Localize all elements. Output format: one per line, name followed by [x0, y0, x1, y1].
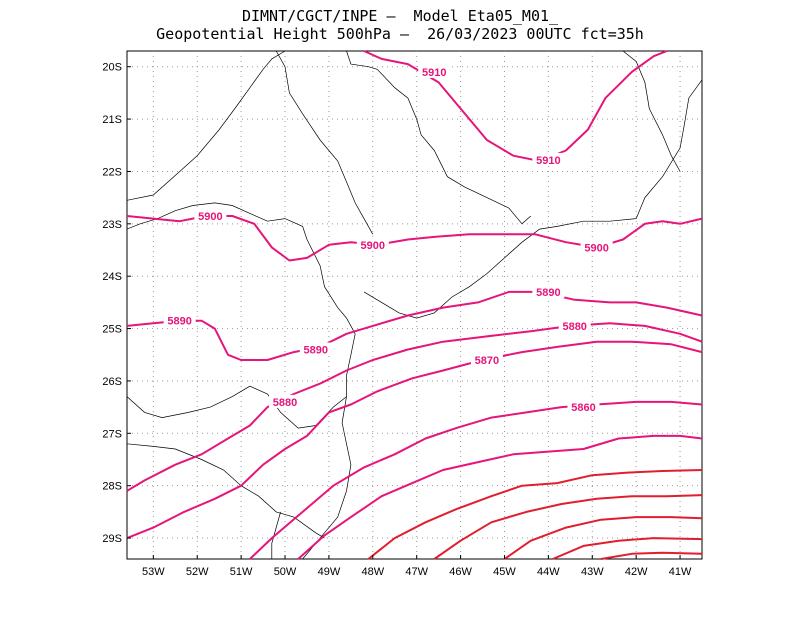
- contour-label-bg: [356, 237, 389, 251]
- contour-label: 5860: [571, 402, 595, 414]
- coastline-segment: [126, 443, 325, 539]
- contour-label: 5910: [422, 67, 446, 79]
- y-tick-label: 25S: [102, 324, 122, 336]
- x-tick-label: 51W: [230, 566, 253, 578]
- contour-label-bg: [163, 313, 196, 327]
- contour-label-bg: [269, 394, 302, 408]
- contour-line-5860: [249, 400, 703, 560]
- contour-label: 5900: [584, 242, 608, 254]
- x-tick-label: 53W: [142, 566, 165, 578]
- x-axis-ticks: 53W 52W 51W 50W 49W 48W 47W 46W 45W 44W 43W 42W 41W: [142, 555, 692, 578]
- contour-label: 5890: [303, 345, 327, 357]
- y-tick-label: 27S: [102, 428, 122, 440]
- contour-line-5890: [126, 290, 703, 361]
- y-axis-ticks: 20S 21S 22S 23S 24S 25S 26S 27S 28S 29S: [102, 62, 131, 545]
- contour-label-bg: [532, 152, 565, 166]
- contour-label: 5890: [536, 287, 560, 299]
- contour-label: 5880: [562, 321, 586, 333]
- x-tick-label: 43W: [581, 566, 604, 578]
- y-tick-label: 20S: [102, 62, 122, 74]
- contour-label-bg: [558, 318, 591, 332]
- y-tick-label: 21S: [102, 114, 122, 126]
- x-tick-label: 47W: [405, 566, 428, 578]
- coastline-segment: [275, 50, 374, 235]
- x-tick-label: 41W: [669, 566, 692, 578]
- contour-label: 5880: [273, 397, 297, 409]
- contour-label: 5900: [361, 240, 385, 252]
- grid-lines: [127, 51, 702, 559]
- x-tick-label: 52W: [186, 566, 209, 578]
- contour-label: 5870: [475, 355, 499, 367]
- contour-line-5830: [433, 494, 703, 560]
- y-tick-label: 26S: [102, 376, 122, 388]
- contour-label: 5900: [198, 211, 222, 223]
- x-tick-label: 42W: [625, 566, 648, 578]
- x-tick-label: 44W: [537, 566, 560, 578]
- x-tick-label: 49W: [318, 566, 341, 578]
- coastline-segment: [126, 50, 286, 201]
- contour-line-5910: [363, 50, 668, 162]
- x-tick-label: 45W: [493, 566, 516, 578]
- coastline-segment: [622, 50, 681, 172]
- y-tick-label: 23S: [102, 219, 122, 231]
- y-tick-label: 24S: [102, 271, 122, 283]
- contour-label-bg: [418, 64, 451, 78]
- y-tick-label: 29S: [102, 533, 122, 545]
- contour-layer: [126, 50, 703, 560]
- contour-label-bg: [194, 208, 227, 222]
- chart-title-line-1: DIMNT/CGCT/INPE – Model Eta05_M01_: [241, 7, 559, 25]
- contour-line-5840: [367, 469, 703, 560]
- contour-label-bg: [470, 352, 503, 366]
- coastline-segment: [346, 50, 532, 225]
- coastline-segment: [302, 333, 356, 560]
- contour-line-5800: [600, 551, 703, 560]
- contour-line-5820: [503, 516, 703, 560]
- coastline-segment: [363, 79, 703, 319]
- contour-label-bg: [299, 342, 332, 356]
- coastline-segment: [126, 385, 347, 429]
- coastline-segment: [126, 202, 356, 334]
- x-tick-label: 48W: [361, 566, 384, 578]
- contour-line-5850: [297, 434, 703, 560]
- contour-labels: 5910 5910 5900 5900 5900 5890 5890 5890 5880 5880…: [163, 64, 613, 414]
- chart-title-line-2: Geopotential Height 500hPa – 26/03/2023 …: [156, 25, 644, 43]
- coastline-layer: [126, 50, 703, 560]
- contour-line-5870: [126, 340, 703, 540]
- x-tick-label: 46W: [449, 566, 472, 578]
- contour-label: 5890: [167, 316, 191, 328]
- contour-label: 5910: [536, 155, 560, 167]
- contour-line-5810: [552, 537, 703, 560]
- y-tick-label: 22S: [102, 166, 122, 178]
- x-tick-label: 50W: [274, 566, 297, 578]
- contour-label-bg: [567, 400, 600, 414]
- contour-label-bg: [580, 240, 613, 254]
- y-tick-label: 28S: [102, 481, 122, 493]
- contour-label-bg: [532, 284, 565, 298]
- contour-line-5900: [126, 215, 703, 262]
- contour-line-5880: [126, 322, 703, 492]
- plot-frame: [126, 50, 703, 560]
